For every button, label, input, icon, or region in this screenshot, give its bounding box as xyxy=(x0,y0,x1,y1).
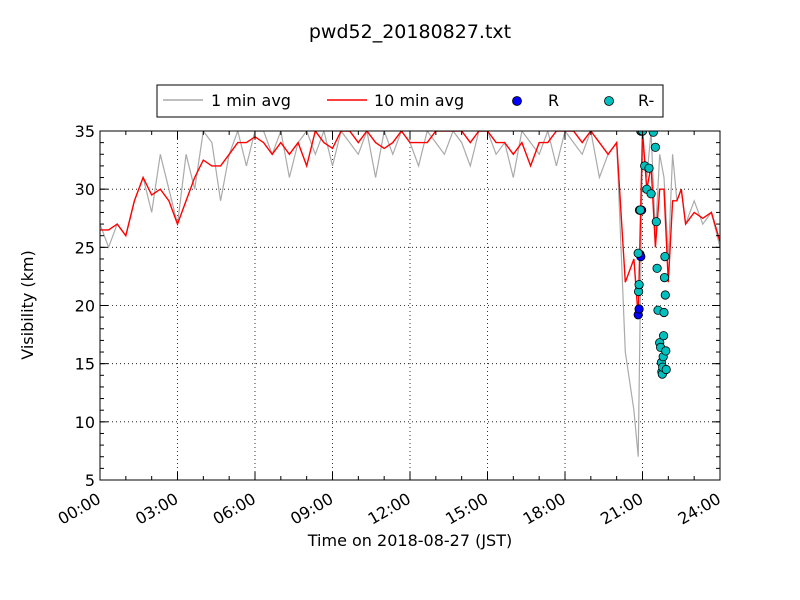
y-axis-title: Visibility (km) xyxy=(18,250,37,359)
chart-title: pwd52_20180827.txt xyxy=(309,21,511,43)
point-r xyxy=(660,290,670,300)
point-r xyxy=(634,279,644,290)
legend-label-1min: 1 min avg xyxy=(211,91,291,110)
legend-swatch-r-minus xyxy=(604,96,614,106)
point-r xyxy=(651,217,661,227)
y-tick-label: 35 xyxy=(75,122,95,141)
point-r xyxy=(634,304,644,314)
point-r xyxy=(659,272,670,283)
legend-label-10min: 10 min avg xyxy=(374,91,464,110)
legend: 1 min avg 10 min avg R R- xyxy=(156,84,664,118)
y-tick-label: 15 xyxy=(75,355,95,374)
point-r xyxy=(648,131,658,137)
y-tick-labels: 5 10 15 20 25 30 35 xyxy=(75,122,95,490)
point-r xyxy=(661,364,671,375)
legend-swatch-r xyxy=(512,96,522,106)
legend-label-r: R xyxy=(548,91,559,110)
y-tick-label: 25 xyxy=(75,238,95,257)
point-r xyxy=(635,205,645,215)
point-r xyxy=(646,189,656,199)
y-tick-label: 5 xyxy=(85,471,95,490)
point-r xyxy=(650,142,661,152)
point-r xyxy=(659,307,669,318)
point-r xyxy=(661,346,671,356)
point-r xyxy=(652,263,662,273)
legend-frame xyxy=(156,84,664,118)
x-axis-title: Time on 2018-08-27 (JST) xyxy=(307,531,512,550)
series-line-1-min-avg xyxy=(100,131,720,457)
series-layer xyxy=(100,131,720,457)
point-r xyxy=(658,331,669,341)
grid xyxy=(100,131,720,480)
legend-label-r-minus: R- xyxy=(638,91,654,110)
plot-frame xyxy=(99,130,721,481)
plot-area xyxy=(100,131,720,457)
point-r xyxy=(644,163,654,173)
y-tick-label: 20 xyxy=(75,297,95,316)
y-tick-label: 10 xyxy=(75,413,95,432)
y-tick-label: 30 xyxy=(75,180,95,199)
point-r xyxy=(633,248,643,258)
point-r xyxy=(660,252,670,262)
